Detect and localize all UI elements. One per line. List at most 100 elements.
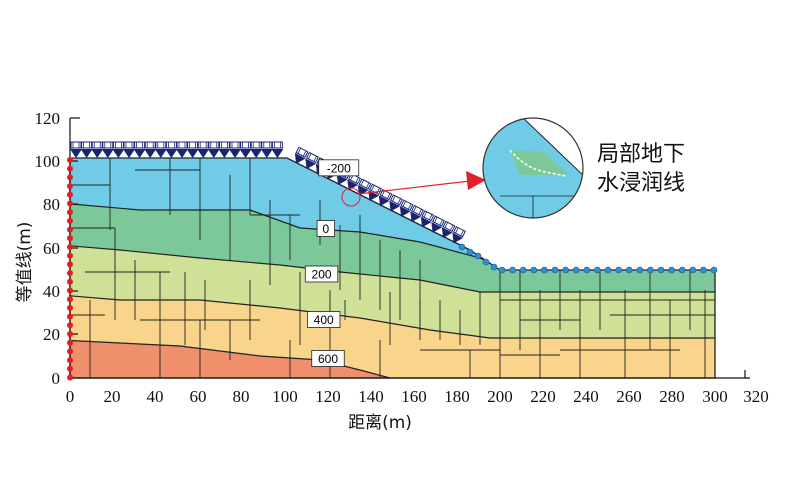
surface-node [604, 266, 612, 274]
load-arrow [91, 141, 104, 158]
x-tick-labels: 0 20 40 60 80 100 120 140 160 180 200 22… [66, 387, 769, 406]
load-arrow [239, 141, 252, 158]
surface-node [509, 266, 516, 274]
callout-title-line2: 水浸润线 [597, 171, 685, 196]
boundary-node [67, 217, 73, 224]
surface-node [594, 266, 601, 274]
callout-title-line1: 局部地下 [597, 142, 685, 167]
surface-node [541, 266, 548, 274]
load-arrow [70, 141, 82, 158]
boundary-node [67, 183, 73, 190]
boundary-node [67, 374, 73, 381]
left-boundary-nodes [67, 157, 73, 381]
load-arrow [389, 194, 403, 212]
surface-node [490, 263, 498, 271]
load-arrow [357, 178, 372, 196]
load-arrow [112, 141, 125, 158]
band-600-red [70, 340, 390, 378]
boundary-node [67, 226, 73, 233]
boundary-node [67, 165, 73, 172]
y-tick: 80 [43, 195, 60, 214]
surface-node [562, 266, 569, 274]
boundary-node [67, 252, 73, 259]
boundary-node [67, 157, 73, 163]
load-arrow [165, 141, 178, 158]
y-tick: 0 [52, 369, 61, 388]
load-arrow [207, 141, 220, 158]
callout-line [357, 180, 471, 195]
boundary-node [67, 357, 73, 364]
load-arrow [431, 215, 445, 233]
surface-node [466, 248, 474, 256]
boundary-node [67, 191, 73, 198]
load-arrow [420, 210, 435, 228]
contour-label: 600 [311, 350, 345, 367]
surface-node [700, 266, 707, 274]
load-arrow [176, 141, 188, 158]
y-tick: 100 [35, 152, 61, 171]
contour-label: 400 [307, 311, 341, 328]
x-tick: 200 [487, 387, 513, 406]
load-arrow [452, 226, 466, 244]
load-arrow [186, 141, 199, 158]
boundary-node [67, 331, 73, 337]
block-grid [70, 158, 715, 378]
contour-label: -200 [318, 159, 360, 177]
surface-node [572, 266, 580, 274]
surface-node [583, 266, 591, 274]
load-arrow [250, 141, 263, 158]
boundary-node [67, 261, 73, 268]
surface-node [551, 266, 559, 274]
surface-node [482, 258, 490, 266]
load-arrow [410, 204, 424, 223]
load-arrow [101, 141, 114, 158]
surface-node [710, 266, 718, 274]
surface-node [657, 266, 665, 274]
surface-node [636, 266, 644, 274]
surface-node [615, 266, 622, 274]
load-arrow [229, 141, 241, 158]
load-arrow [305, 151, 319, 170]
x-tick: 120 [315, 387, 341, 406]
load-arrow [80, 141, 93, 158]
contour-label-text: 400 [314, 313, 334, 327]
y-tick: 60 [43, 239, 60, 258]
callout-arrowhead [466, 171, 486, 190]
x-tick: 320 [743, 387, 769, 406]
load-arrow [441, 220, 456, 238]
load-arrow [197, 141, 210, 158]
boundary-node [67, 313, 73, 320]
x-tick: 180 [444, 387, 470, 406]
load-arrow [271, 141, 284, 158]
surface-node [689, 266, 697, 274]
contour-label-text: 0 [323, 222, 330, 236]
load-arrow [123, 141, 135, 158]
callout-source-circle [341, 187, 361, 207]
callout: 局部地下 水浸润线 [341, 117, 685, 219]
boundary-node [67, 348, 73, 355]
y-tick-labels: 0 20 40 60 80 100 120 [35, 109, 61, 388]
boundary-node [67, 296, 73, 303]
boundary-node [67, 200, 73, 207]
x-tick: 80 [233, 387, 250, 406]
x-tick: 0 [66, 387, 75, 406]
load-arrow [399, 199, 414, 217]
boundary-node [67, 174, 73, 181]
contour-label: 0 [316, 220, 336, 237]
contour-label-text: 600 [318, 352, 338, 366]
boundary-node [67, 209, 73, 216]
load-arrow [294, 146, 309, 164]
x-axis-label: 距离(m) [348, 413, 412, 433]
surface-node [498, 266, 506, 274]
contour-value-labels: -200 0 200 400 600 [304, 159, 360, 367]
contour-label-text: -200 [327, 161, 351, 175]
load-arrow [260, 141, 273, 158]
boundary-node [67, 244, 73, 250]
surface-node [668, 266, 675, 274]
boundary-node [67, 322, 73, 329]
load-arrow [218, 141, 231, 158]
x-tick: 220 [530, 387, 556, 406]
boundary-node [67, 287, 73, 294]
surface-node [625, 266, 633, 274]
